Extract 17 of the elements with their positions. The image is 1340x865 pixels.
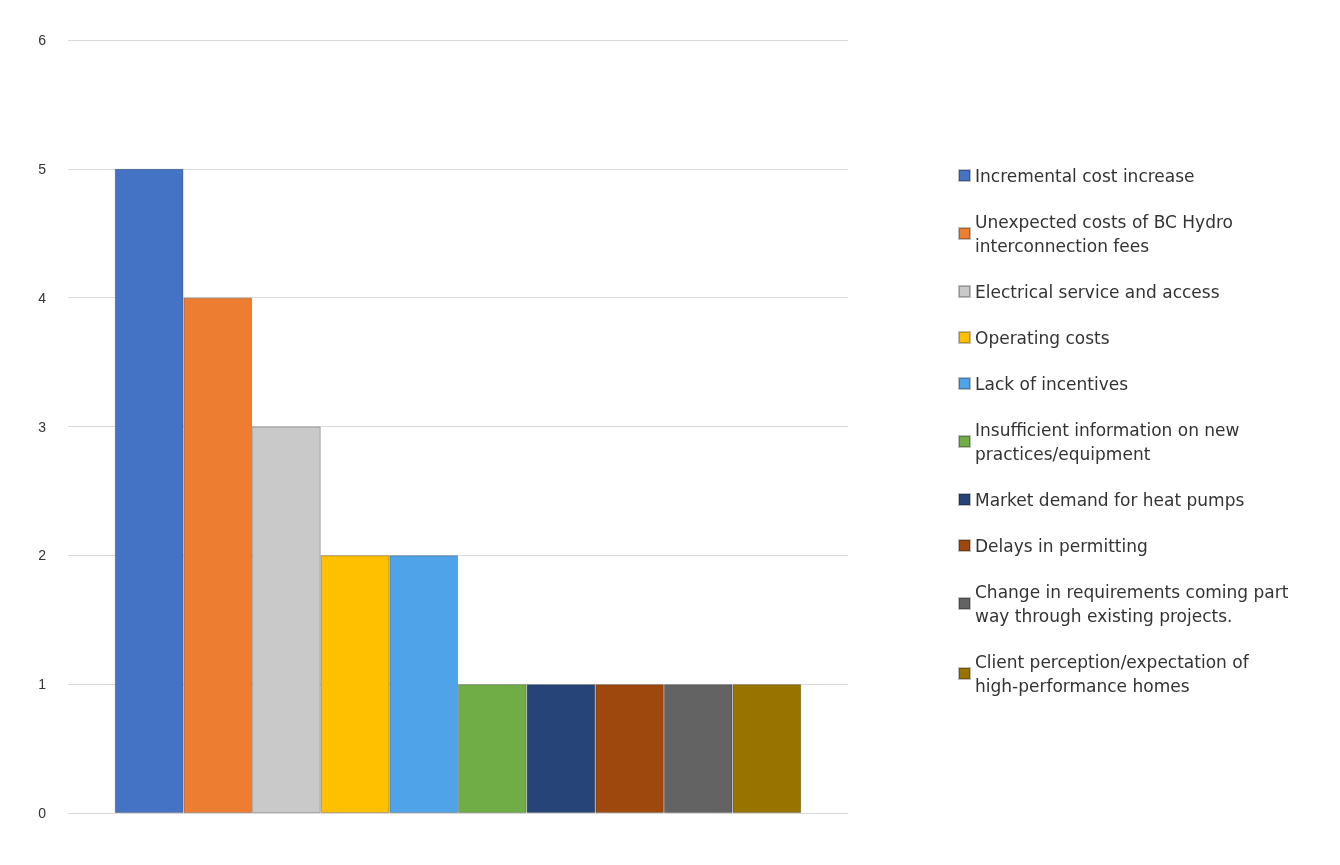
- legend-label: Client perception/expectation of high-performance homes: [975, 651, 1255, 696]
- legend-label: Change in requirements coming part way through existing projects.: [975, 581, 1294, 626]
- legend-label: Market demand for heat pumps: [975, 489, 1245, 510]
- y-tick-label: 3: [38, 418, 47, 435]
- legend-label: Delays in permitting: [975, 535, 1148, 556]
- legend-label: Insufficient information on new practices/equipment: [975, 419, 1245, 464]
- y-tick-label: 5: [38, 160, 47, 177]
- legend-label: Operating costs: [975, 327, 1110, 348]
- legend-label: Incremental cost increase: [975, 165, 1195, 186]
- y-tick-label: 4: [38, 289, 47, 306]
- y-tick-label: 1: [38, 676, 47, 693]
- legend-label: Unexpected costs of BC Hydro interconnection fees: [975, 211, 1239, 256]
- y-tick-label: 6: [38, 32, 47, 48]
- y-tick-label: 0: [38, 805, 47, 821]
- y-tick-label: 2: [38, 547, 47, 564]
- legend-label: Electrical service and access: [975, 281, 1220, 302]
- legend-label: Lack of incentives: [975, 373, 1129, 394]
